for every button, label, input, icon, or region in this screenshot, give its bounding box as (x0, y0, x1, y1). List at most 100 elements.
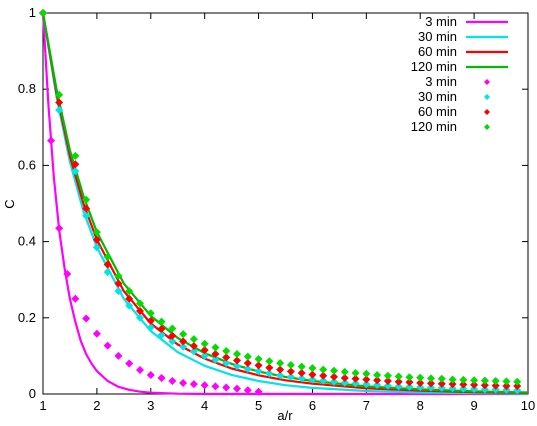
data-point (189, 341, 198, 350)
data-point (416, 373, 425, 382)
point-series-3-min (39, 9, 263, 396)
data-point (168, 337, 177, 346)
legend-label: 3 min (425, 14, 457, 29)
data-point (276, 365, 285, 374)
data-point (459, 384, 468, 393)
data-point (480, 381, 489, 390)
data-point (383, 381, 392, 390)
data-point (254, 361, 263, 370)
x-tick-label: 4 (201, 398, 208, 413)
data-point (513, 386, 522, 395)
data-point (459, 380, 468, 389)
data-point (189, 335, 198, 344)
data-point (427, 379, 435, 388)
data-point (254, 387, 263, 396)
data-point (330, 372, 338, 381)
data-point (233, 384, 241, 393)
data-point (200, 381, 209, 390)
data-point (330, 366, 338, 375)
legend-label: 3 min (425, 74, 457, 89)
point-series-30-min (39, 9, 522, 395)
x-tick-label: 5 (255, 398, 262, 413)
data-point (383, 371, 392, 380)
data-point (71, 151, 80, 160)
data-point (297, 362, 306, 371)
data-point (373, 376, 382, 385)
data-point (383, 377, 392, 386)
data-point (448, 375, 457, 384)
data-point (286, 367, 295, 376)
point-series-60-min (39, 9, 522, 390)
data-point (92, 329, 101, 338)
data-point (146, 323, 155, 332)
data-point (63, 269, 72, 278)
data-point (459, 375, 468, 384)
x-tick-label: 1 (39, 398, 46, 413)
data-point (82, 204, 91, 213)
data-point (351, 374, 360, 383)
y-tick-label: 1 (29, 5, 36, 20)
data-point (200, 346, 209, 355)
data-point (189, 380, 198, 389)
x-tick-label: 6 (309, 398, 316, 413)
data-point (71, 167, 80, 176)
data-point (125, 294, 134, 303)
series-line-30-min (41, 12, 529, 395)
data-point (47, 136, 56, 145)
legend-label: 30 min (418, 29, 457, 44)
data-point (243, 386, 252, 395)
data-point (297, 374, 306, 383)
data-point (146, 316, 155, 325)
data-point (362, 380, 371, 389)
legend-label: 60 min (418, 44, 457, 59)
data-point (448, 384, 457, 393)
data-point (103, 268, 112, 277)
data-point (211, 382, 220, 391)
data-point (405, 382, 414, 391)
data-point (351, 379, 360, 388)
data-point (222, 359, 231, 368)
data-point (265, 357, 274, 366)
data-point (297, 369, 306, 378)
data-point (179, 337, 188, 346)
data-point (211, 343, 220, 352)
data-point (254, 367, 263, 376)
x-tick-label: 9 (470, 398, 477, 413)
data-point (103, 252, 112, 261)
data-point (405, 378, 414, 387)
data-point (136, 299, 144, 308)
data-point (394, 382, 403, 391)
data-point (39, 9, 47, 17)
data-point (319, 365, 328, 374)
series-line-3-min (41, 12, 528, 396)
data-point (92, 243, 101, 252)
data-point (233, 362, 241, 371)
data-point (340, 373, 349, 382)
data-point (200, 351, 209, 360)
data-point (340, 378, 349, 387)
data-point (308, 370, 317, 379)
data-point (351, 369, 360, 378)
data-point (157, 373, 166, 382)
legend-label: 120 min (411, 119, 457, 134)
data-point (276, 359, 285, 368)
data-point (491, 381, 500, 390)
data-point (416, 383, 425, 392)
data-point (480, 376, 489, 385)
y-tick-label: 0.2 (18, 310, 36, 325)
x-tick-label: 8 (417, 398, 424, 413)
data-point (416, 378, 425, 387)
data-point (222, 383, 231, 392)
data-point (308, 364, 317, 373)
data-point (491, 377, 500, 386)
data-point (233, 356, 241, 365)
legend-point-swatch (484, 94, 490, 100)
data-point (437, 374, 446, 383)
data-point (502, 377, 511, 386)
x-tick-label: 2 (93, 398, 100, 413)
data-point (71, 294, 80, 303)
data-point (55, 224, 64, 233)
data-point (286, 372, 295, 381)
